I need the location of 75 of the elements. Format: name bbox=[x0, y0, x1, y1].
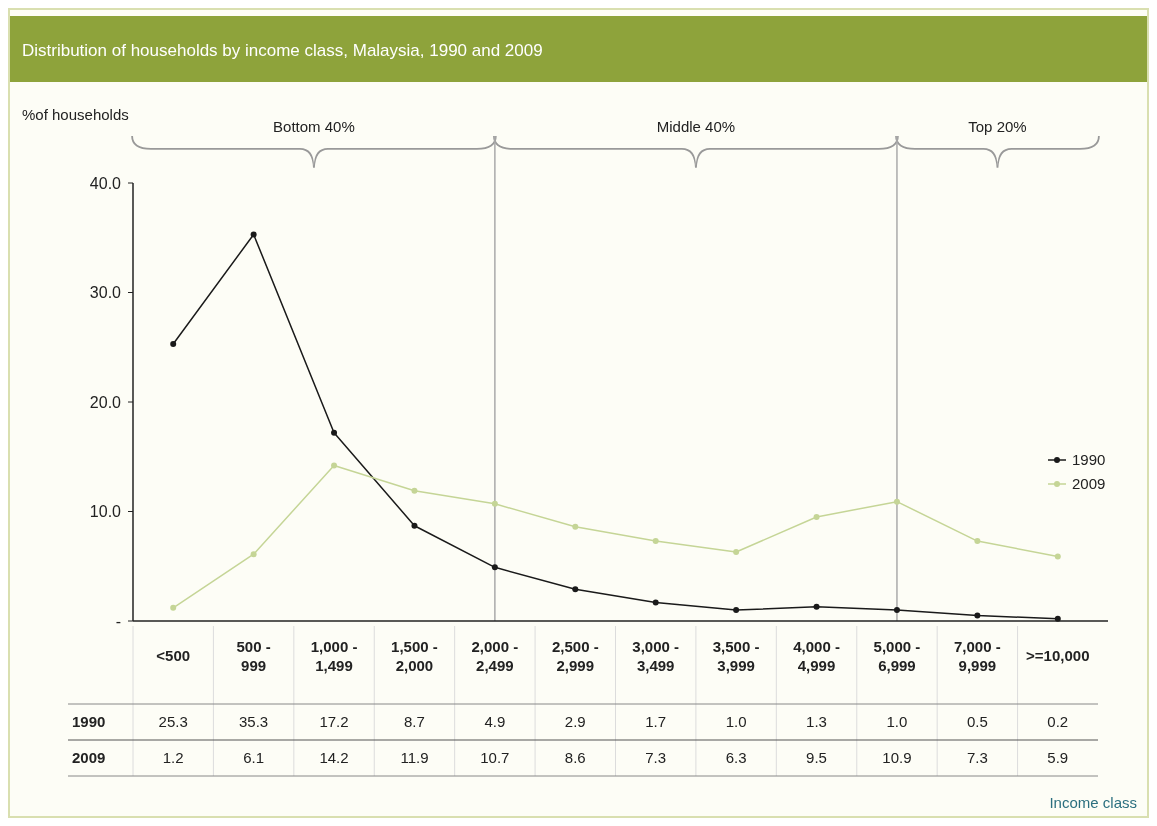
point bbox=[733, 549, 740, 556]
data-label: 6.1 bbox=[243, 749, 265, 767]
data-label: 1.3 bbox=[806, 713, 827, 731]
text: Bottom 40% bbox=[273, 118, 355, 135]
point bbox=[250, 551, 257, 558]
y-tick-label: 30.0 bbox=[89, 284, 122, 302]
data-label: 4.9 bbox=[484, 713, 506, 731]
text: 2009 bbox=[72, 749, 106, 767]
x-tick-label: 5,000 - 6,999 bbox=[873, 637, 921, 674]
point bbox=[893, 498, 900, 505]
data-label: 8.7 bbox=[404, 713, 425, 731]
x-tick-label: 1,500 - 2,000 bbox=[391, 637, 438, 674]
text: 1990 bbox=[72, 713, 106, 731]
point bbox=[893, 607, 900, 614]
x-tick-label: 1,000 - 1,499 bbox=[310, 637, 358, 674]
data-label: 14.2 bbox=[319, 749, 349, 767]
data-label: 10.7 bbox=[480, 749, 510, 767]
point bbox=[1054, 615, 1061, 622]
data-label: 1.0 bbox=[725, 713, 747, 731]
data-label: 0.2 bbox=[1047, 713, 1069, 731]
point bbox=[491, 500, 498, 507]
point bbox=[974, 612, 981, 619]
x-tick-label: 2,500 - 2,999 bbox=[551, 637, 599, 674]
point bbox=[813, 513, 820, 520]
x-tick-label: 2,000 - 2,499 bbox=[471, 637, 519, 674]
data-label: 9.5 bbox=[806, 749, 827, 767]
data-label: 25.3 bbox=[158, 713, 188, 731]
point bbox=[733, 607, 740, 614]
x-tick-label: 3,500 - 3,999 bbox=[712, 637, 760, 674]
x-tick-label: 4,000 - 4,999 bbox=[793, 637, 840, 674]
point bbox=[411, 522, 418, 529]
data-label: 1.7 bbox=[645, 713, 667, 731]
data-label: 7.3 bbox=[645, 749, 667, 767]
x-tick-label: 7,000 - 9,999 bbox=[954, 637, 1001, 674]
data-label: 1.0 bbox=[886, 713, 908, 731]
text: Middle 40% bbox=[656, 118, 736, 135]
data-label: 10.9 bbox=[882, 749, 912, 767]
data-label: 1.2 bbox=[162, 749, 184, 767]
point bbox=[652, 538, 659, 545]
data-label: 7.3 bbox=[966, 749, 988, 767]
data-label: 8.6 bbox=[564, 749, 586, 767]
point bbox=[572, 523, 579, 530]
point bbox=[331, 462, 338, 469]
x-tick-label: >=10,000 bbox=[1026, 647, 1090, 665]
point bbox=[170, 340, 177, 347]
point bbox=[250, 231, 257, 238]
point bbox=[331, 429, 338, 436]
point bbox=[1054, 553, 1061, 560]
data-label: 0.5 bbox=[966, 713, 988, 731]
y-tick-label: 10.0 bbox=[89, 503, 122, 521]
y-tick-label: 40.0 bbox=[89, 174, 122, 192]
legend-label: 2009 bbox=[1072, 475, 1106, 493]
x-tick-label: 3,000 - 3,499 bbox=[632, 637, 680, 674]
y-tick-label: 20.0 bbox=[89, 393, 122, 411]
point bbox=[813, 603, 820, 610]
legend-label: 1990 bbox=[1072, 451, 1106, 469]
point bbox=[170, 604, 177, 611]
data-label: 35.3 bbox=[239, 713, 269, 731]
data-label: 6.3 bbox=[725, 749, 747, 767]
data-label: 11.9 bbox=[400, 749, 429, 767]
x-tick-label: <500 bbox=[156, 647, 191, 665]
point bbox=[572, 586, 579, 593]
x-tick-label: 500 - 999 bbox=[236, 637, 271, 674]
point bbox=[974, 538, 981, 545]
y-axis-title: %of households bbox=[22, 106, 129, 123]
y-tick-label: - bbox=[115, 612, 121, 630]
point bbox=[411, 487, 418, 494]
text: Top 20% bbox=[968, 118, 1027, 135]
data-label: 2.9 bbox=[564, 713, 586, 731]
data-label: 17.2 bbox=[319, 713, 349, 731]
chart-title: Distribution of households by income class, Malaysia, 1990 and 2009 bbox=[22, 41, 543, 60]
data-label: 5.9 bbox=[1047, 749, 1069, 767]
point bbox=[652, 599, 659, 606]
point bbox=[491, 564, 498, 571]
text: Income class bbox=[1049, 794, 1137, 811]
